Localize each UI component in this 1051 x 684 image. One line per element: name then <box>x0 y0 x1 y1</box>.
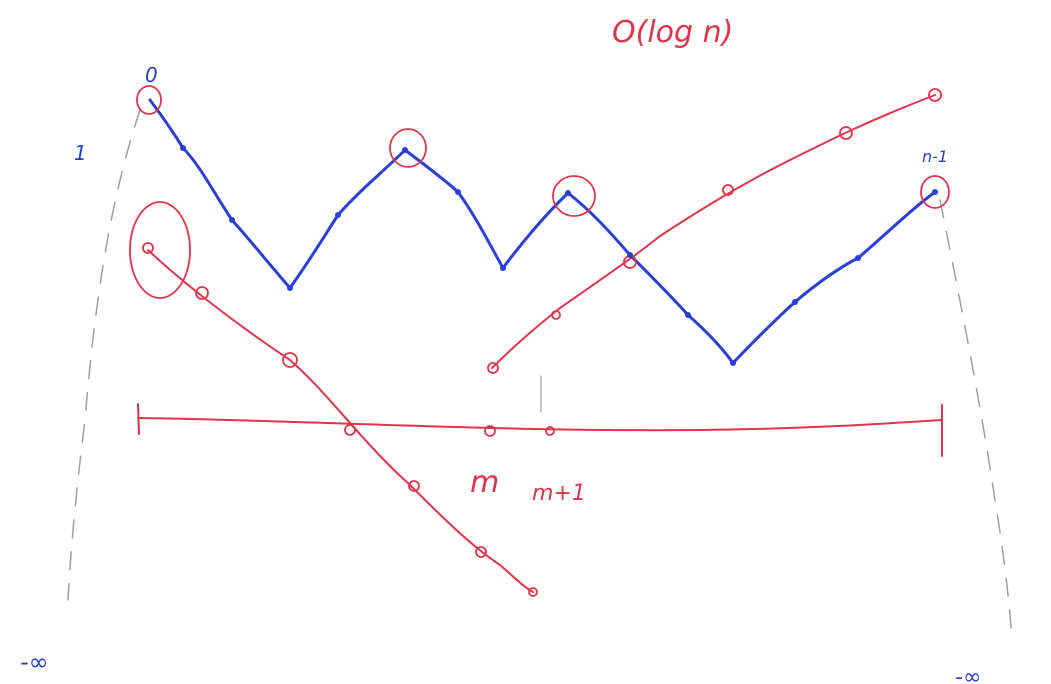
peak-circles <box>129 85 950 299</box>
left-one-label: 1 <box>74 141 87 165</box>
peak-circle-3 <box>552 175 596 217</box>
peak-circle-2 <box>389 128 427 168</box>
circle-red-start <box>129 201 191 299</box>
m-plus-1-label: m+1 <box>532 481 586 506</box>
m-label: m <box>470 465 499 500</box>
neg-inf-right-label: -∞ <box>955 665 981 684</box>
blue-dots <box>180 145 938 366</box>
red-descending-line <box>147 249 534 593</box>
peak-circle-end <box>920 175 950 209</box>
peak-circle-start <box>136 85 162 115</box>
n-minus-1-label: n-1 <box>922 147 948 166</box>
top-zero-label: 0 <box>145 63 158 87</box>
red-ascending-line <box>491 94 936 369</box>
complexity-label: O(log n) <box>612 15 733 50</box>
neg-inf-left-label: -∞ <box>20 648 49 676</box>
left-boundary-dashed-line <box>67 109 141 601</box>
red-line-markers <box>142 88 942 597</box>
red-axis-line <box>137 375 943 457</box>
right-boundary-dashed-line <box>939 199 1013 641</box>
